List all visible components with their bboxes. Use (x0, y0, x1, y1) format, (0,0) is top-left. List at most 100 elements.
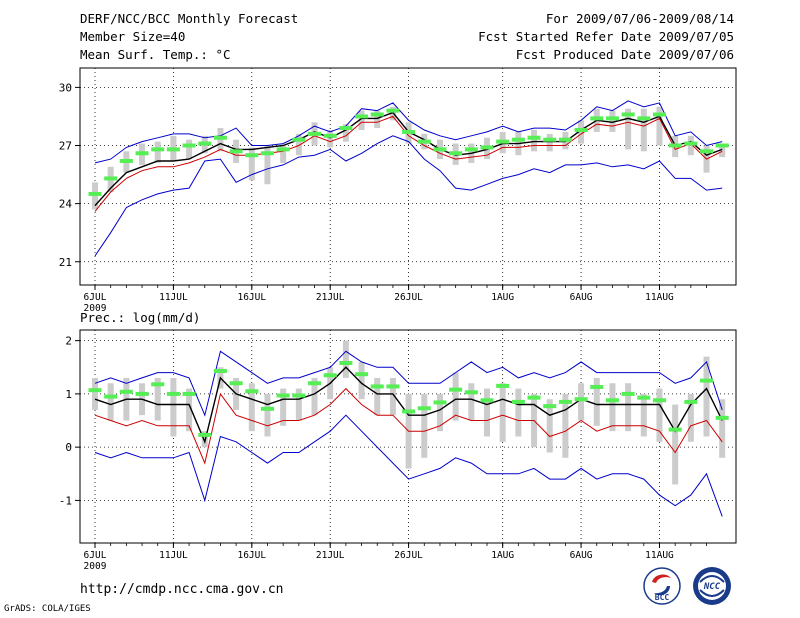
chart0-spread-bar-35 (640, 108, 647, 152)
chart1-spread-bar-30 (562, 393, 569, 458)
chart0-forecast-marker-40 (715, 143, 729, 148)
footer-url[interactable]: http://cmdp.ncc.cma.gov.cn (80, 582, 284, 597)
chart0-forecast-marker-23 (449, 151, 463, 156)
chart1-xtick-label-1: 11JUL (159, 550, 188, 561)
chart1-spread-bar-18 (374, 377, 381, 416)
chart0-spread-bar-15 (327, 130, 334, 148)
chart1-forecast-marker-17 (355, 372, 369, 377)
chart1-forecast-marker-30 (558, 399, 572, 404)
chart1-spread-bar-16 (342, 340, 349, 378)
header-member-size: Member Size=40 (80, 29, 186, 44)
chart1-xtick-label-5: 1AUG (491, 550, 514, 561)
chart0-forecast-marker-38 (684, 141, 698, 146)
chart0-spread-bar-11 (264, 145, 271, 185)
chart0-forecast-marker-3 (135, 151, 149, 156)
chart1-xtick-label-6: 6AUG (570, 550, 593, 561)
header-variable: Mean Surf. Temp.: °C (80, 47, 231, 62)
chart0-xtick-label-2: 16JUL (237, 292, 266, 303)
ncc-logo: NCC (693, 567, 731, 605)
chart0-forecast-marker-8 (213, 135, 227, 140)
chart1-forecast-marker-39 (700, 378, 714, 383)
chart1-xtick-label-0: 6JUL (84, 550, 107, 561)
chart0-xtick-label-4: 26JUL (394, 292, 423, 303)
chart0-forecast-marker-16 (339, 126, 353, 131)
chart0-spread-bar-33 (609, 110, 616, 132)
chart0-ytick-label-2: 27 (59, 140, 72, 153)
chart1-spread-bar-24 (468, 383, 475, 421)
chart1-spread-bar-26 (499, 383, 506, 442)
chart0-spread-bar-10 (248, 147, 255, 181)
chart0-forecast-marker-27 (511, 137, 525, 142)
chart1-forecast-marker-25 (480, 398, 494, 403)
chart1-forecast-marker-9 (229, 381, 243, 386)
chart1-forecast-marker-22 (433, 400, 447, 405)
chart0-series-mean-red (94, 115, 723, 212)
chart0-spread-bar-40 (719, 143, 726, 158)
chart1-forecast-marker-15 (323, 373, 337, 378)
chart1-ytick-label-3: 2 (65, 335, 72, 348)
chart0-forecast-marker-33 (605, 116, 619, 121)
chart1-plot-frame (79, 329, 737, 544)
chart1-spread-bar-4 (154, 377, 161, 421)
chart0-spread-bar-13 (295, 133, 302, 156)
chart1-spread-bar-25 (484, 388, 490, 437)
chart0-spread-bar-12 (280, 145, 287, 163)
chart1-forecast-marker-19 (386, 384, 400, 389)
chart1-spread-bar-1 (107, 383, 114, 421)
chart1-spread-bar-33 (609, 383, 616, 432)
chart1-forecast-marker-38 (684, 399, 698, 404)
chart1-spread-bar-19 (389, 377, 396, 416)
chart0-xtick-label-6: 6AUG (570, 292, 593, 303)
chart1-series-mean-red (94, 387, 723, 465)
chart1-spread-bar-12 (280, 388, 287, 426)
chart0-forecast-marker-36 (652, 112, 666, 117)
chart0-forecast-marker-5 (166, 147, 180, 152)
chart0-forecast-marker-15 (323, 133, 337, 138)
chart1-forecast-marker-0 (88, 388, 102, 393)
chart1-spread-bar-37 (672, 404, 679, 485)
header-title: DERF/NCC/BCC Monthly Forecast (80, 11, 299, 26)
chart0-forecast-marker-18 (370, 112, 384, 117)
chart0-spread-bar-6 (186, 139, 193, 160)
chart0-forecast-marker-4 (151, 147, 165, 152)
chart1-forecast-marker-12 (276, 393, 290, 398)
chart0-forecast-marker-9 (229, 149, 243, 154)
chart1-spread-bar-10 (248, 383, 255, 432)
chart0-xtick-label-7: 11AUG (645, 292, 674, 303)
chart0-forecast-marker-6 (182, 143, 196, 148)
chart1-spread-bar-22 (436, 393, 443, 432)
chart1-spread-bar-31 (578, 383, 585, 421)
chart1-forecast-marker-4 (151, 382, 165, 387)
chart0-spread-bar-28 (531, 130, 538, 152)
chart1-forecast-marker-31 (574, 397, 588, 402)
chart0-forecast-marker-37 (668, 143, 682, 148)
chart1-forecast-marker-40 (715, 415, 729, 420)
chart1-series-min (94, 414, 723, 517)
logos: BCC NCC (643, 567, 731, 605)
chart0-forecast-marker-7 (198, 141, 212, 146)
chart1-forecast-marker-28 (527, 395, 541, 400)
chart1-spread-bar-6 (186, 388, 193, 432)
chart1-forecast-marker-37 (668, 427, 682, 432)
chart0-ytick-label-0: 21 (59, 256, 72, 269)
chart1-forecast-marker-6 (182, 391, 196, 396)
chart0-forecast-marker-12 (276, 147, 290, 152)
chart1-xtick-label-3: 21JUL (316, 550, 345, 561)
chart1-spread-bar-36 (656, 388, 663, 442)
chart0-forecast-marker-25 (480, 145, 494, 150)
chart1-ytick-label-1: 0 (65, 441, 72, 454)
chart0-spread-bar-17 (358, 110, 365, 130)
chart1-spread-bar-29 (546, 399, 553, 453)
chart0-forecast-marker-11 (260, 151, 274, 156)
chart1-series-ensemble (94, 366, 723, 445)
chart0-ytick-label-3: 30 (59, 81, 72, 94)
chart1-series-max (94, 350, 723, 417)
chart1-xtick-label-4: 26JUL (394, 550, 423, 561)
chart0-forecast-marker-20 (402, 129, 416, 134)
chart1-forecast-marker-1 (104, 394, 118, 399)
chart0-xtick-label-0: 6JUL (84, 292, 107, 303)
chart1-spread-bar-23 (452, 372, 459, 421)
chart0-forecast-marker-14 (308, 131, 322, 136)
